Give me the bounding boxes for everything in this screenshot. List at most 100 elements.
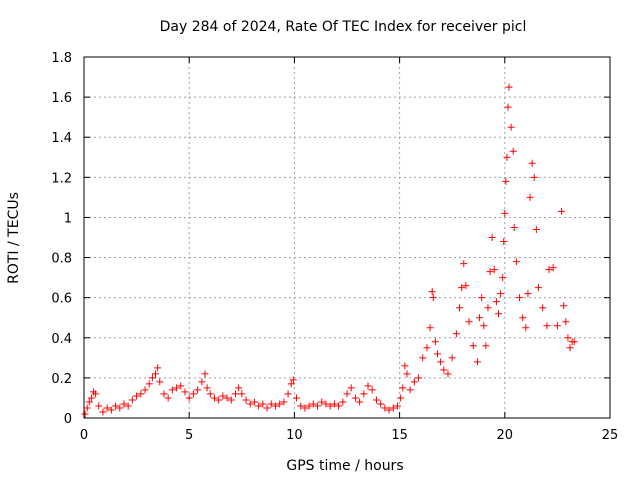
data-point: [549, 264, 557, 272]
data-point: [156, 378, 164, 386]
data-point: [458, 284, 466, 292]
data-point: [406, 386, 414, 394]
data-point: [99, 408, 107, 416]
y-tick-label: 1.4: [51, 131, 72, 146]
chart-title: Day 284 of 2024, Rate Of TEC Index for r…: [160, 19, 527, 35]
data-point: [318, 398, 326, 406]
data-point: [503, 153, 511, 161]
data-point: [177, 382, 185, 390]
data-point: [287, 380, 295, 388]
data-point: [189, 390, 197, 398]
data-point: [305, 402, 313, 410]
data-point: [284, 390, 292, 398]
data-point: [476, 314, 484, 322]
data-point: [347, 384, 355, 392]
x-tick-label: 20: [497, 428, 514, 443]
data-point: [499, 274, 507, 282]
data-point: [368, 386, 376, 394]
x-tick-label: 25: [602, 428, 619, 443]
data-point: [255, 402, 263, 410]
data-point: [194, 386, 202, 394]
data-point: [431, 338, 439, 346]
data-point: [419, 354, 427, 362]
data-point: [560, 302, 568, 310]
data-point: [198, 378, 206, 386]
data-point: [566, 344, 574, 352]
data-point: [293, 394, 301, 402]
data-point: [87, 394, 95, 402]
data-point: [364, 382, 372, 390]
data-point: [488, 234, 496, 241]
data-point: [280, 398, 288, 406]
data-point: [326, 402, 334, 410]
data-point: [351, 394, 359, 402]
data-point: [238, 390, 246, 398]
data-point: [482, 342, 490, 350]
data-point: [203, 384, 211, 392]
data-point: [206, 390, 214, 398]
data-point: [356, 398, 364, 406]
data-point: [322, 400, 330, 408]
data-point: [330, 400, 338, 408]
data-point: [484, 304, 492, 312]
data-point: [116, 404, 124, 412]
data-point: [112, 402, 120, 410]
data-point: [259, 400, 267, 408]
data-point: [519, 314, 527, 322]
data-point: [95, 402, 103, 410]
data-point: [223, 394, 231, 402]
data-point: [532, 225, 540, 233]
data-point: [201, 370, 209, 378]
data-point: [160, 390, 168, 398]
x-tick-label: 0: [80, 428, 88, 443]
data-point: [502, 177, 510, 185]
data-point: [276, 400, 284, 408]
data-point: [231, 390, 239, 398]
data-point: [478, 294, 486, 302]
data-points: [81, 83, 578, 418]
data-point: [545, 266, 553, 274]
data-point: [141, 386, 149, 394]
data-point: [486, 268, 494, 276]
data-point: [185, 394, 193, 402]
data-point: [512, 258, 520, 266]
data-point: [410, 378, 418, 386]
data-point: [263, 404, 271, 412]
data-point: [510, 223, 518, 231]
data-point: [528, 159, 536, 167]
axis-ticks: 0 5 10 15 20 25 0 0.2 0.4 0.6 0.8 1 1.2 1.4 1.6 1.8: [51, 51, 618, 443]
data-point: [128, 396, 136, 404]
data-point: [397, 394, 405, 402]
data-point: [524, 290, 532, 298]
data-point: [381, 404, 389, 412]
data-point: [339, 398, 347, 406]
data-point: [297, 402, 305, 410]
data-point: [393, 402, 401, 410]
x-tick-label: 15: [391, 428, 408, 443]
data-point: [534, 284, 542, 292]
data-point: [448, 354, 456, 362]
data-point: [173, 384, 181, 392]
y-axis-label: ROTI / TECUs: [6, 192, 22, 284]
data-point: [92, 390, 100, 398]
data-point: [133, 392, 141, 400]
data-point: [377, 400, 385, 408]
data-point: [210, 394, 218, 402]
y-tick-label: 0.8: [51, 252, 72, 267]
data-point: [250, 398, 258, 406]
y-tick-label: 1.8: [51, 51, 72, 66]
data-point: [401, 362, 409, 370]
data-point: [154, 364, 162, 372]
data-point: [492, 298, 500, 306]
data-point: [120, 400, 128, 408]
data-point: [242, 396, 250, 404]
data-point: [509, 147, 517, 155]
data-point: [460, 260, 468, 268]
data-point: [145, 380, 153, 388]
data-point: [507, 123, 515, 131]
data-point: [267, 400, 275, 408]
data-point: [426, 324, 434, 332]
data-point: [462, 282, 470, 290]
data-point: [168, 386, 176, 394]
data-point: [85, 398, 93, 406]
